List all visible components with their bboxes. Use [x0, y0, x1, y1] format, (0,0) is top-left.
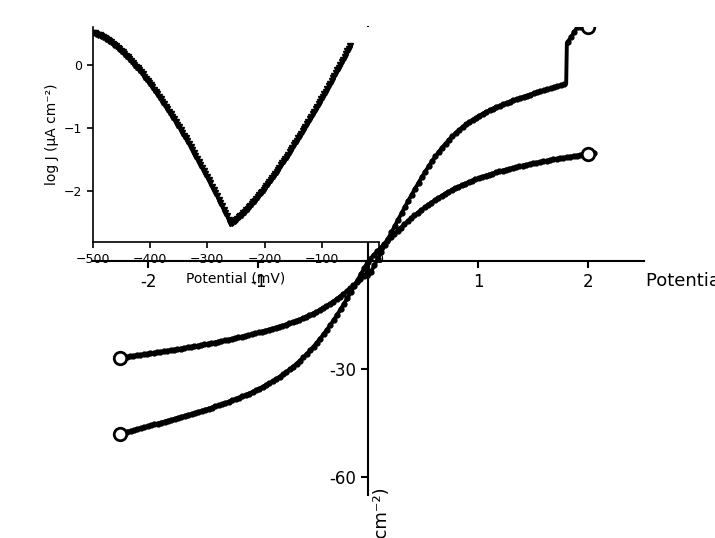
Text: Potential (V): Potential (V) [646, 272, 715, 290]
X-axis label: Potential (mV): Potential (mV) [187, 271, 285, 285]
Text: J (μA cm⁻²): J (μA cm⁻²) [374, 488, 392, 538]
Y-axis label: log J (μA cm⁻²): log J (μA cm⁻²) [44, 84, 59, 185]
